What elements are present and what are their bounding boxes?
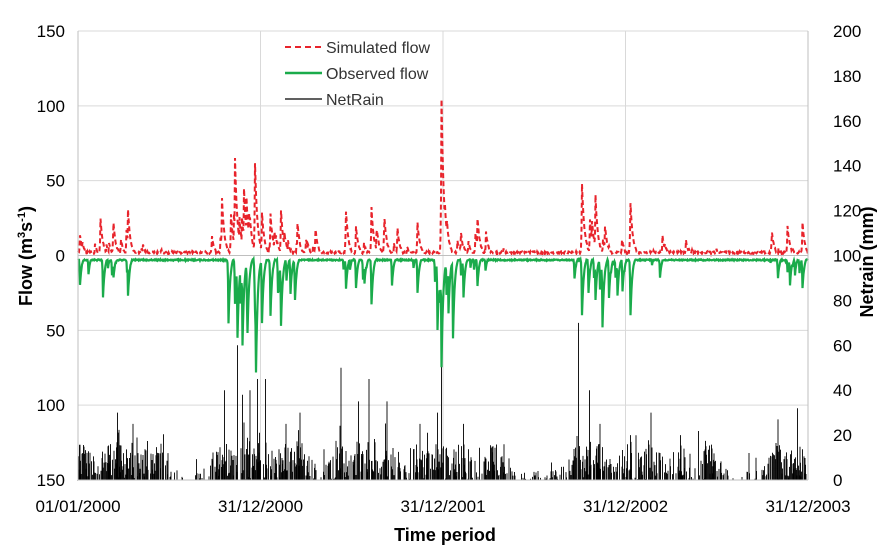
right-axis-title: Netrain (mm) [857, 206, 877, 317]
left-tick-label: 100 [37, 396, 65, 415]
legend-simulated-label: Simulated flow [326, 40, 430, 57]
left-axis-title-sup-2: -1 [16, 212, 28, 222]
simulated-flow-line [77, 99, 809, 258]
left-tick-label: 150 [37, 471, 65, 490]
legend-netrain-label: NetRain [326, 92, 384, 109]
right-tick-label: 80 [833, 291, 852, 310]
x-axis-ticks: 01/01/2000 31/12/2000 31/12/2001 31/12/2002… [35, 497, 850, 516]
x-tick-label: 31/12/2000 [218, 497, 303, 516]
right-tick-label: 40 [833, 381, 852, 400]
legend-observed-label: Observed flow [326, 66, 429, 83]
x-axis-title: Time period [394, 525, 496, 545]
right-tick-label: 180 [833, 67, 861, 86]
left-tick-label: 0 [56, 247, 65, 266]
left-axis-title: Flow (m3s-1) [16, 206, 36, 306]
right-tick-label: 20 [833, 426, 852, 445]
right-axis-ticks: 0 20 40 60 80 100 120 140 160 180 200 [833, 22, 861, 490]
left-axis-title-sup-1: 3 [16, 232, 28, 238]
left-axis-title-part-3: ) [16, 206, 36, 212]
x-tick-label: 01/01/2000 [35, 497, 120, 516]
right-tick-label: 60 [833, 336, 852, 355]
x-tick-label: 31/12/2003 [765, 497, 850, 516]
simulated-flow-series [77, 99, 809, 258]
right-tick-label: 0 [833, 471, 842, 490]
right-tick-label: 200 [833, 22, 861, 41]
right-tick-label: 100 [833, 247, 861, 266]
left-tick-label: 150 [37, 22, 65, 41]
left-axis-title-part-2: s [16, 222, 36, 232]
left-axis-title-part-1: Flow (m [16, 238, 36, 306]
x-tick-label: 31/12/2002 [583, 497, 668, 516]
left-tick-label: 50 [46, 172, 65, 191]
axes [77, 31, 809, 481]
right-tick-label: 120 [833, 202, 861, 221]
x-tick-label: 31/12/2001 [400, 497, 485, 516]
observed-flow-series [77, 255, 809, 373]
left-tick-label: 50 [46, 321, 65, 340]
right-tick-label: 140 [833, 157, 861, 176]
legend: Simulated flow Observed flow NetRain [285, 40, 430, 109]
left-tick-label: 100 [37, 97, 65, 116]
observed-flow-line [77, 255, 809, 373]
left-axis-ticks: 150 100 50 0 50 100 150 [37, 22, 65, 490]
right-tick-label: 160 [833, 112, 861, 131]
